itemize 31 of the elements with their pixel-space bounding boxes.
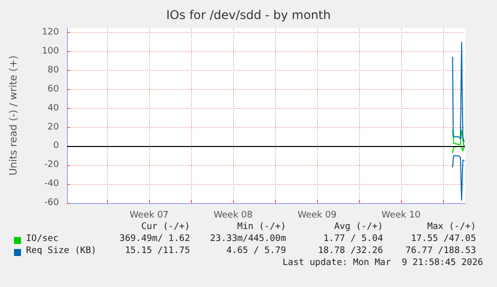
x-tick-label: Week 10 [382, 210, 421, 220]
text: Min (-/+) [237, 222, 286, 232]
text: 17.55 /47.05 [410, 234, 476, 244]
x-tick-label: Week 09 [298, 210, 337, 220]
y-tick-label: 80 [48, 66, 60, 76]
y-tick-label: 0 [53, 141, 60, 152]
text: 23.33m/445.00m [210, 234, 286, 244]
text: 18.78 /32.26 [318, 246, 383, 256]
text: Avg (-/+) [334, 222, 383, 232]
x-tick-label: Week 08 [214, 210, 253, 220]
y-tick-label: 40 [48, 103, 60, 114]
y-tick-label: 100 [42, 46, 60, 57]
y-tick-label: 20 [48, 122, 60, 132]
y-axis-title: Units read (-) / write (+) [8, 55, 20, 176]
y-tick-label: -60 [44, 198, 60, 208]
text: 1.77 / 5.04 [323, 234, 383, 244]
text: 369.49m/ 1.62 [120, 234, 190, 244]
chart-title: IOs for /dev/sdd - by month [166, 8, 331, 22]
x-tick-label: Week 07 [130, 210, 169, 220]
legend-label: IO/sec [26, 234, 59, 244]
y-tick-label: -40 [44, 179, 60, 190]
text: 4.65 / 5.79 [226, 246, 286, 256]
text: 76.77 /188.53 [406, 246, 476, 256]
text: Max (-/+) [427, 222, 476, 232]
text: Last update: Mon Mar 9 21:58:45 2026 [282, 258, 483, 268]
text: Cur (-/+) [141, 222, 190, 232]
text: 15.15 /11.75 [124, 246, 190, 256]
y-tick-label: 60 [48, 84, 60, 94]
legend-label: Req Size (KB) [26, 246, 96, 256]
y-tick-label: -20 [44, 160, 60, 170]
y-tick-label: 120 [42, 28, 60, 38]
